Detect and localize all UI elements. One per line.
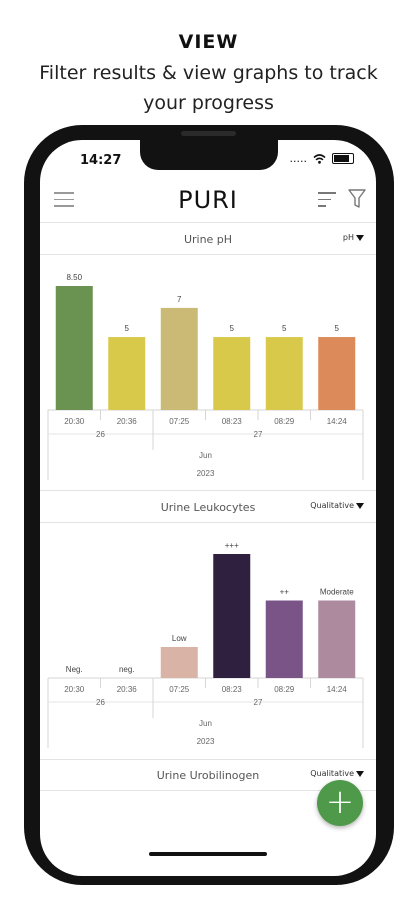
leukocytes-dropdown-label: Qualitative [310, 501, 354, 510]
x-tick-label: 20:36 [117, 417, 138, 426]
app-bar: PURI [40, 180, 376, 222]
day-label: 27 [254, 430, 263, 439]
phone-speaker [181, 131, 236, 136]
chart-bar [108, 337, 146, 410]
section-title-ph: Urine pH [183, 233, 233, 246]
notch [140, 140, 278, 170]
urobilinogen-dropdown-label: Qualitative [310, 769, 354, 778]
chart-bar [318, 600, 356, 678]
x-tick-label: 14:24 [327, 417, 348, 426]
filter-icon[interactable] [348, 188, 366, 210]
divider [40, 759, 376, 760]
bar-data-label: ++ [280, 588, 290, 597]
chart-bar [318, 337, 356, 410]
bar-data-label: 5 [230, 324, 235, 333]
section-title-urobilinogen: Urine Urobilinogen [156, 769, 260, 782]
bar-data-label: Low [172, 634, 187, 643]
status-icons: ..... [290, 152, 354, 165]
ph-chart: 8.50 20:30 5 20:36 7 07:25 5 08:23 5 08:29 5 14:24 2… [47, 273, 364, 480]
status-time: 14:27 [80, 153, 122, 168]
chart-bar [55, 286, 93, 410]
battery-icon [332, 153, 354, 164]
bar-data-label: neg. [119, 665, 135, 674]
divider [40, 522, 376, 523]
leukocytes-chart: Neg. 20:30 neg. 20:36 Low 07:25 +++ 08:23 ++ 08:2… [47, 541, 364, 748]
hamburger-menu-icon[interactable] [54, 192, 74, 208]
app-logo: PURI [178, 186, 238, 214]
caret-down-icon [356, 502, 364, 509]
divider [40, 254, 376, 255]
bar-data-label: 8.50 [66, 273, 82, 282]
phone-screen: 14:27 ..... PURI Urine pH pH 8.50 20:30 5 2… [40, 140, 376, 876]
bar-data-label: 7 [177, 295, 182, 304]
x-tick-label: 07:25 [169, 685, 190, 694]
chart-bar [213, 554, 251, 678]
ph-dropdown-label: pH [342, 233, 354, 242]
x-tick-label: 20:36 [117, 685, 138, 694]
chart-bar [160, 647, 198, 678]
signal-icon: ..... [289, 152, 307, 165]
bar-data-label: +++ [225, 541, 239, 550]
subtitle-line-1: Filter results & view graphs to track [39, 62, 378, 84]
day-label: 26 [96, 430, 105, 439]
headline-subtitle: Filter results & view graphs to track yo… [0, 58, 417, 118]
x-tick-label: 08:29 [274, 685, 295, 694]
headline-title: VIEW [178, 31, 239, 53]
bar-data-label: 5 [282, 324, 287, 333]
chart-bar [265, 600, 303, 678]
urobilinogen-dropdown[interactable]: Qualitative [310, 769, 364, 778]
x-tick-label: 14:24 [327, 685, 348, 694]
x-tick-label: 07:25 [169, 417, 190, 426]
day-label: 26 [96, 698, 105, 707]
x-tick-label: 20:30 [64, 417, 85, 426]
caret-down-icon [356, 234, 364, 241]
ph-dropdown[interactable]: pH [343, 233, 364, 242]
home-indicator[interactable] [149, 852, 267, 856]
divider [40, 222, 376, 223]
bar-data-label: 5 [335, 324, 340, 333]
x-tick-label: 20:30 [64, 685, 85, 694]
bar-data-label: 5 [125, 324, 130, 333]
chart-bar [265, 337, 303, 410]
chart-bar [160, 307, 198, 410]
divider [40, 490, 376, 491]
divider [40, 790, 376, 791]
x-tick-label: 08:29 [274, 417, 295, 426]
section-title-leukocytes: Urine Leukocytes [160, 501, 256, 514]
caret-down-icon [356, 770, 364, 777]
add-button[interactable]: + [317, 780, 363, 826]
sort-icon[interactable] [318, 192, 336, 208]
month-label: Jun [199, 719, 212, 728]
year-label: 2023 [197, 469, 215, 478]
bar-data-label: Neg. [66, 665, 83, 674]
subtitle-line-2: your progress [143, 92, 274, 114]
wifi-icon [313, 153, 326, 164]
leukocytes-dropdown[interactable]: Qualitative [310, 501, 364, 510]
x-tick-label: 08:23 [222, 417, 243, 426]
x-tick-label: 08:23 [222, 685, 243, 694]
chart-bar [213, 337, 251, 410]
bar-data-label: Moderate [320, 588, 354, 597]
year-label: 2023 [197, 737, 215, 746]
month-label: Jun [199, 451, 212, 460]
day-label: 27 [254, 698, 263, 707]
